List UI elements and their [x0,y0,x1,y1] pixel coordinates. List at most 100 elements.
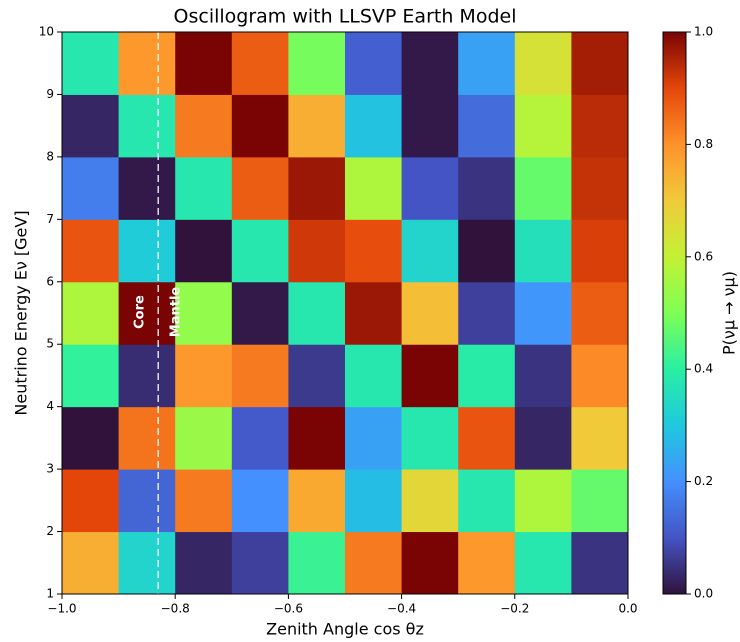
heatmap-cell [401,94,459,158]
heatmap-cell [288,32,346,95]
heatmap-cell [62,406,120,470]
heatmap-cell [231,219,289,283]
heatmap-cell [571,32,629,95]
heatmap-cell [118,531,176,595]
heatmap-cell [345,406,403,470]
heatmap-cell [514,32,572,95]
heatmap-cell [288,94,346,158]
colorbar-tick-label: 0.8 [694,137,713,151]
heatmap-cell [571,219,629,283]
y-tick-label: 8 [46,149,54,163]
colorbar-tick-label: 0.4 [694,362,713,376]
heatmap-cell [118,406,176,470]
heatmap-cell [345,281,403,345]
x-tick-label: −1.0 [47,602,76,616]
mantle-label: Mantle [169,287,184,338]
y-tick-label: 6 [46,274,54,288]
heatmap-cell [458,281,516,345]
x-tick-label: −0.6 [274,602,303,616]
heatmap-cell [458,469,516,533]
heatmap-cell [231,32,289,95]
heatmap-cell [571,156,629,220]
heatmap-cell [514,94,572,158]
heatmap-cell [288,281,346,345]
heatmap-cell [345,219,403,283]
heatmap-cell [118,281,176,345]
x-tick-label: −0.8 [161,602,190,616]
y-tick-label: 9 [46,87,54,101]
heatmap-cell [514,531,572,595]
colorbar-tick-label: 0.6 [694,249,713,263]
heatmap-cell [118,219,176,283]
colorbar-label: P(νμ → νμ) [720,271,739,355]
y-tick-label: 1 [46,587,54,601]
x-tick-label: −0.2 [500,602,529,616]
heatmap-cell [288,406,346,470]
heatmap-cell [62,469,120,533]
heatmap-cell [514,219,572,283]
heatmap-cell [118,94,176,158]
heatmap-cell [288,156,346,220]
heatmap-cell [458,344,516,408]
heatmap-cell [345,156,403,220]
heatmap-cell [231,281,289,345]
heatmap-cell [345,94,403,158]
heatmap-cell [401,281,459,345]
heatmap-cell [401,469,459,533]
heatmap-cell [401,531,459,595]
heatmap-cell [231,406,289,470]
heatmap-cell [231,156,289,220]
heatmap-cell [175,219,233,283]
heatmap-cell [401,406,459,470]
heatmap-cell [175,156,233,220]
x-tick-label: 0.0 [618,602,637,616]
colorbar-tick-label: 1.0 [694,25,713,39]
heatmap-cell [401,219,459,283]
heatmap-cell [118,344,176,408]
heatmap-cell [231,531,289,595]
heatmap-cell [175,531,233,595]
y-tick-label: 2 [46,524,54,538]
heatmap-cell [288,344,346,408]
heatmap-cell [175,94,233,158]
heatmap-cell [175,344,233,408]
heatmap-cell [175,281,233,345]
heatmap-cell [175,406,233,470]
colorbar [662,31,687,595]
heatmap-cell [62,156,120,220]
heatmap-cell [458,219,516,283]
chart-title: Oscillogram with LLSVP Earth Model [174,6,517,28]
y-tick-label: 7 [46,212,54,226]
heatmap-cell [514,344,572,408]
heatmap-cell [231,469,289,533]
heatmap-cell [571,531,629,595]
heatmap-cell [345,531,403,595]
heatmap-cell [288,219,346,283]
heatmap-cell [231,94,289,158]
heatmap-cell [345,344,403,408]
heatmap-cell [62,344,120,408]
heatmap-cell [62,531,120,595]
heatmap-cell [571,406,629,470]
heatmap-cell [514,469,572,533]
heatmap-cell [514,406,572,470]
y-axis-label: Neutrino Energy Eν [GeV] [12,210,31,415]
heatmap-cell [458,32,516,95]
heatmap-cell [288,531,346,595]
colorbar-tick-label: 0.2 [694,474,713,488]
x-axis-label: Zenith Angle cos θz [266,620,424,639]
heatmap-cell [571,469,629,533]
heatmap-cell [175,469,233,533]
heatmap-cell [571,94,629,158]
core-label: Core [133,295,148,329]
heatmap-cell [458,94,516,158]
heatmap-cell [288,469,346,533]
plot-frame [61,31,629,595]
heatmap-cell [514,281,572,345]
heatmap-cell [345,32,403,95]
heatmap-cell [571,281,629,345]
heatmap-cell [458,531,516,595]
heatmap-cell [62,94,120,158]
heatmap-cell [231,344,289,408]
heatmap-cell [514,156,572,220]
